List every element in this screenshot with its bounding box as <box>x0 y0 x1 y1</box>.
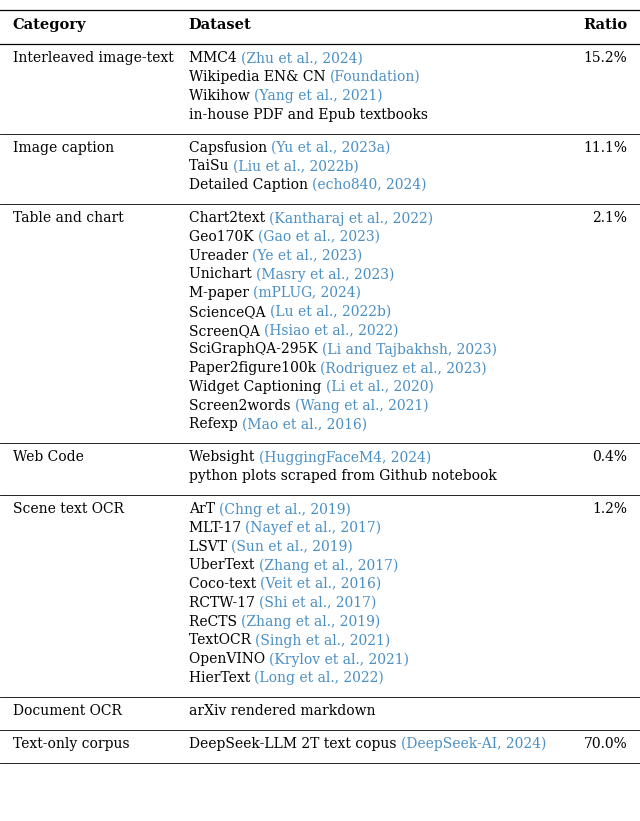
Text: Widget Captioning: Widget Captioning <box>189 380 326 394</box>
Text: Document OCR: Document OCR <box>13 704 122 718</box>
Text: Wikihow: Wikihow <box>189 89 254 103</box>
Text: Category: Category <box>13 18 86 32</box>
Text: (Masry et al., 2023): (Masry et al., 2023) <box>256 268 394 282</box>
Text: MLT-17: MLT-17 <box>189 521 245 535</box>
Text: (HuggingFaceM4, 2024): (HuggingFaceM4, 2024) <box>259 451 431 465</box>
Text: (Mao et al., 2016): (Mao et al., 2016) <box>242 417 367 431</box>
Text: (Ye et al., 2023): (Ye et al., 2023) <box>252 249 362 263</box>
Text: (Long et al., 2022): (Long et al., 2022) <box>255 671 384 686</box>
Text: Screen2words: Screen2words <box>189 399 294 413</box>
Text: (DeepSeek-AI, 2024): (DeepSeek-AI, 2024) <box>401 737 546 751</box>
Text: UberText: UberText <box>189 558 259 572</box>
Text: (Hsiao et al., 2022): (Hsiao et al., 2022) <box>264 323 399 337</box>
Text: Paper2figure100k: Paper2figure100k <box>189 361 320 375</box>
Text: Refexp: Refexp <box>189 417 242 431</box>
Text: Web Code: Web Code <box>13 451 84 465</box>
Text: OpenVINO: OpenVINO <box>189 652 269 666</box>
Text: TextOCR: TextOCR <box>189 634 255 648</box>
Text: 11.1%: 11.1% <box>583 140 627 154</box>
Text: ScreenQA: ScreenQA <box>189 323 264 337</box>
Text: Table and chart: Table and chart <box>13 211 124 225</box>
Text: Dataset: Dataset <box>189 18 252 32</box>
Text: Coco-text: Coco-text <box>189 577 260 591</box>
Text: (Zhang et al., 2019): (Zhang et al., 2019) <box>241 615 380 629</box>
Text: (Kantharaj et al., 2022): (Kantharaj et al., 2022) <box>269 211 433 226</box>
Text: SciGraphQA-295K: SciGraphQA-295K <box>189 342 322 356</box>
Text: (Gao et al., 2023): (Gao et al., 2023) <box>258 230 380 244</box>
Text: Ratio: Ratio <box>583 18 627 32</box>
Text: (Foundation): (Foundation) <box>330 70 420 84</box>
Text: Capsfusion: Capsfusion <box>189 140 271 154</box>
Text: RCTW-17: RCTW-17 <box>189 596 259 610</box>
Text: Scene text OCR: Scene text OCR <box>13 502 124 516</box>
Text: Unichart: Unichart <box>189 268 256 282</box>
Text: DeepSeek-LLM 2T text copus: DeepSeek-LLM 2T text copus <box>189 737 401 751</box>
Text: 0.4%: 0.4% <box>592 451 627 465</box>
Text: (Yang et al., 2021): (Yang et al., 2021) <box>254 89 383 103</box>
Text: 70.0%: 70.0% <box>584 737 627 751</box>
Text: (Li et al., 2020): (Li et al., 2020) <box>326 380 433 394</box>
Text: Detailed Caption: Detailed Caption <box>189 178 312 192</box>
Text: in-house PDF and Epub textbooks: in-house PDF and Epub textbooks <box>189 108 428 122</box>
Text: 15.2%: 15.2% <box>584 52 627 66</box>
Text: python plots scraped from Github notebook: python plots scraped from Github noteboo… <box>189 469 497 483</box>
Text: Interleaved image-text: Interleaved image-text <box>13 52 173 66</box>
Text: (Rodriguez et al., 2023): (Rodriguez et al., 2023) <box>320 361 487 375</box>
Text: (mPLUG, 2024): (mPLUG, 2024) <box>253 287 361 300</box>
Text: 1.2%: 1.2% <box>592 502 627 516</box>
Text: (echo840, 2024): (echo840, 2024) <box>312 178 427 192</box>
Text: (Zhang et al., 2017): (Zhang et al., 2017) <box>259 558 398 573</box>
Text: HierText: HierText <box>189 671 255 685</box>
Text: Image caption: Image caption <box>13 140 114 154</box>
Text: (Liu et al., 2022b): (Liu et al., 2022b) <box>233 159 358 173</box>
Text: (Singh et al., 2021): (Singh et al., 2021) <box>255 634 390 648</box>
Text: ScienceQA: ScienceQA <box>189 305 269 319</box>
Text: (Lu et al., 2022b): (Lu et al., 2022b) <box>269 305 391 319</box>
Text: arXiv rendered markdown: arXiv rendered markdown <box>189 704 375 718</box>
Text: LSVT: LSVT <box>189 539 231 553</box>
Text: TaiSu: TaiSu <box>189 159 233 173</box>
Text: (Zhu et al., 2024): (Zhu et al., 2024) <box>241 52 363 66</box>
Text: (Chng et al., 2019): (Chng et al., 2019) <box>219 502 351 516</box>
Text: M-paper: M-paper <box>189 287 253 300</box>
Text: (Shi et al., 2017): (Shi et al., 2017) <box>259 596 376 610</box>
Text: MMC4: MMC4 <box>189 52 241 66</box>
Text: (Nayef et al., 2017): (Nayef et al., 2017) <box>245 521 381 535</box>
Text: (Krylov et al., 2021): (Krylov et al., 2021) <box>269 652 410 667</box>
Text: 2.1%: 2.1% <box>592 211 627 225</box>
Text: Chart2text: Chart2text <box>189 211 269 225</box>
Text: Geo170K: Geo170K <box>189 230 258 244</box>
Text: (Wang et al., 2021): (Wang et al., 2021) <box>294 399 428 413</box>
Text: Websight: Websight <box>189 451 259 465</box>
Text: Text-only corpus: Text-only corpus <box>13 737 129 751</box>
Text: (Sun et al., 2019): (Sun et al., 2019) <box>231 539 353 553</box>
Text: Ureader: Ureader <box>189 249 252 263</box>
Text: ArT: ArT <box>189 502 219 516</box>
Text: ReCTS: ReCTS <box>189 615 241 629</box>
Text: (Yu et al., 2023a): (Yu et al., 2023a) <box>271 140 390 154</box>
Text: (Veit et al., 2016): (Veit et al., 2016) <box>260 577 381 591</box>
Text: (Li and Tajbakhsh, 2023): (Li and Tajbakhsh, 2023) <box>322 342 497 357</box>
Text: Wikipedia EN& CN: Wikipedia EN& CN <box>189 70 330 84</box>
